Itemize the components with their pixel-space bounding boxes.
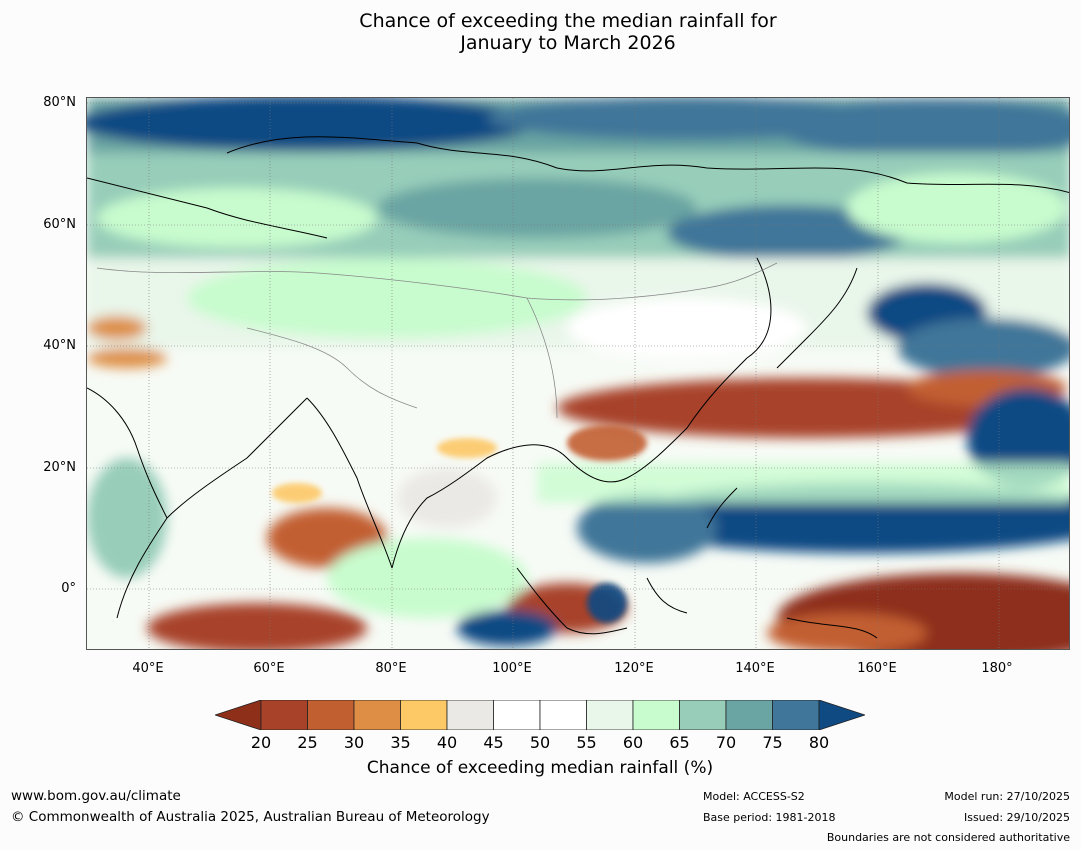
colorbar-tick-70: 70 (715, 733, 737, 752)
colorbar-cell-40-45 (446, 700, 494, 730)
lon-label-180: 180° (981, 661, 1013, 676)
map-title: Chance of exceeding the median rainfall … (0, 10, 1081, 54)
title-line-1: Chance of exceeding the median rainfall … (359, 10, 777, 32)
field-pacific-north-blue-2 (897, 318, 1069, 378)
colorbar-tick-35: 35 (390, 733, 411, 752)
colorbar-tick-30: 30 (343, 733, 365, 752)
colorbar-cell-50-55 (539, 700, 587, 730)
footer-copyright: © Commonwealth of Australia 2025, Austra… (11, 809, 490, 825)
colorbar-tick-80: 80 (808, 733, 830, 752)
lat-label-60n: 60°N (43, 217, 76, 232)
colorbar-tick-45: 45 (483, 733, 504, 752)
colorbar-cell-65-70 (679, 700, 727, 730)
field-siberia-mid (377, 178, 697, 238)
field-borneo-wet (587, 583, 627, 623)
footer-issued: Issued: 29/10/2025 (963, 811, 1070, 824)
field-arctic-blue-3 (777, 98, 1069, 158)
colorbar-tick-65: 65 (669, 733, 690, 752)
colorbar-high-arrow (818, 700, 865, 730)
lon-label-140e: 140°E (735, 661, 775, 676)
map-canvas (87, 98, 1069, 649)
colorbar-cell-55-60 (586, 700, 634, 730)
footer-base-period: Base period: 1981-2018 (703, 811, 836, 824)
footer-model: Model: ACCESS-S2 (703, 790, 805, 803)
lon-label-100e: 100°E (492, 661, 532, 676)
lon-label-120e: 120°E (614, 661, 654, 676)
colorbar-cell-20-25 (260, 700, 308, 730)
colorbar-cell-25-30 (307, 700, 355, 730)
field-africa-green (87, 458, 167, 578)
footer-website[interactable]: www.bom.gov.au/climate (11, 788, 181, 804)
field-middle-east-orange (87, 348, 167, 368)
field-bay-grey (397, 468, 497, 528)
colorbar-tick-25: 25 (297, 733, 318, 752)
lon-label-40e: 40°E (132, 661, 164, 676)
footer-model-run: Model run: 27/10/2025 (944, 790, 1070, 803)
field-indian-ocean-green (327, 538, 527, 618)
field-central-asia (187, 258, 587, 338)
field-arctic-blue (87, 98, 537, 151)
field-caspian-orange (87, 316, 147, 340)
colorbar-cell-75-80 (772, 700, 820, 730)
title-line-2: January to March 2026 (460, 32, 676, 54)
colorbar-tick-20: 20 (250, 733, 272, 752)
coastlines (87, 136, 1069, 639)
field-east-light (847, 173, 1067, 243)
lon-label-60e: 60°E (253, 661, 285, 676)
colorbar-cell-30-35 (353, 700, 401, 730)
country-borders (96, 262, 778, 419)
field-india-yellow (437, 438, 497, 458)
lon-label-160e: 160°E (857, 661, 897, 676)
colorbar-tick-75: 75 (762, 733, 783, 752)
lon-label-80e: 80°E (375, 661, 407, 676)
colorbar-low-arrow (215, 700, 262, 730)
field-china-north (567, 298, 807, 358)
field-east-siberia (667, 205, 907, 261)
lat-label-0: 0° (61, 581, 76, 596)
field-indian-ocean-dry (147, 603, 367, 649)
colorbar-tick-55: 55 (576, 733, 597, 752)
lat-label-80n: 80°N (43, 95, 76, 110)
colorbar-cell-45-50 (493, 700, 541, 730)
colorbar-cells (260, 700, 820, 730)
colorbar-cell-70-75 (725, 700, 773, 730)
colorbar-cell-60-65 (632, 700, 680, 730)
colorbar-label: Chance of exceeding median rainfall (%) (366, 758, 714, 778)
footer-disclaimer: Boundaries are not considered authoritat… (826, 831, 1070, 844)
field-pacific-green (537, 463, 1069, 503)
lat-label-40n: 40°N (43, 338, 76, 353)
field-south-china-dry (567, 425, 647, 461)
lat-label-20n: 20°N (43, 460, 76, 475)
field-pacific-wet-east (967, 388, 1069, 488)
colorbar-tick-40: 40 (436, 733, 458, 752)
colorbar-tick-50: 50 (529, 733, 551, 752)
graticule (87, 98, 1069, 649)
field-arabian-yellow (272, 483, 322, 503)
colorbar (215, 700, 865, 730)
colorbar-cell-35-40 (400, 700, 448, 730)
colorbar-tick-60: 60 (622, 733, 644, 752)
forecast-map[interactable] (86, 97, 1070, 650)
field-sumatra-wet (457, 610, 557, 646)
field-philippines-wet (577, 493, 717, 563)
